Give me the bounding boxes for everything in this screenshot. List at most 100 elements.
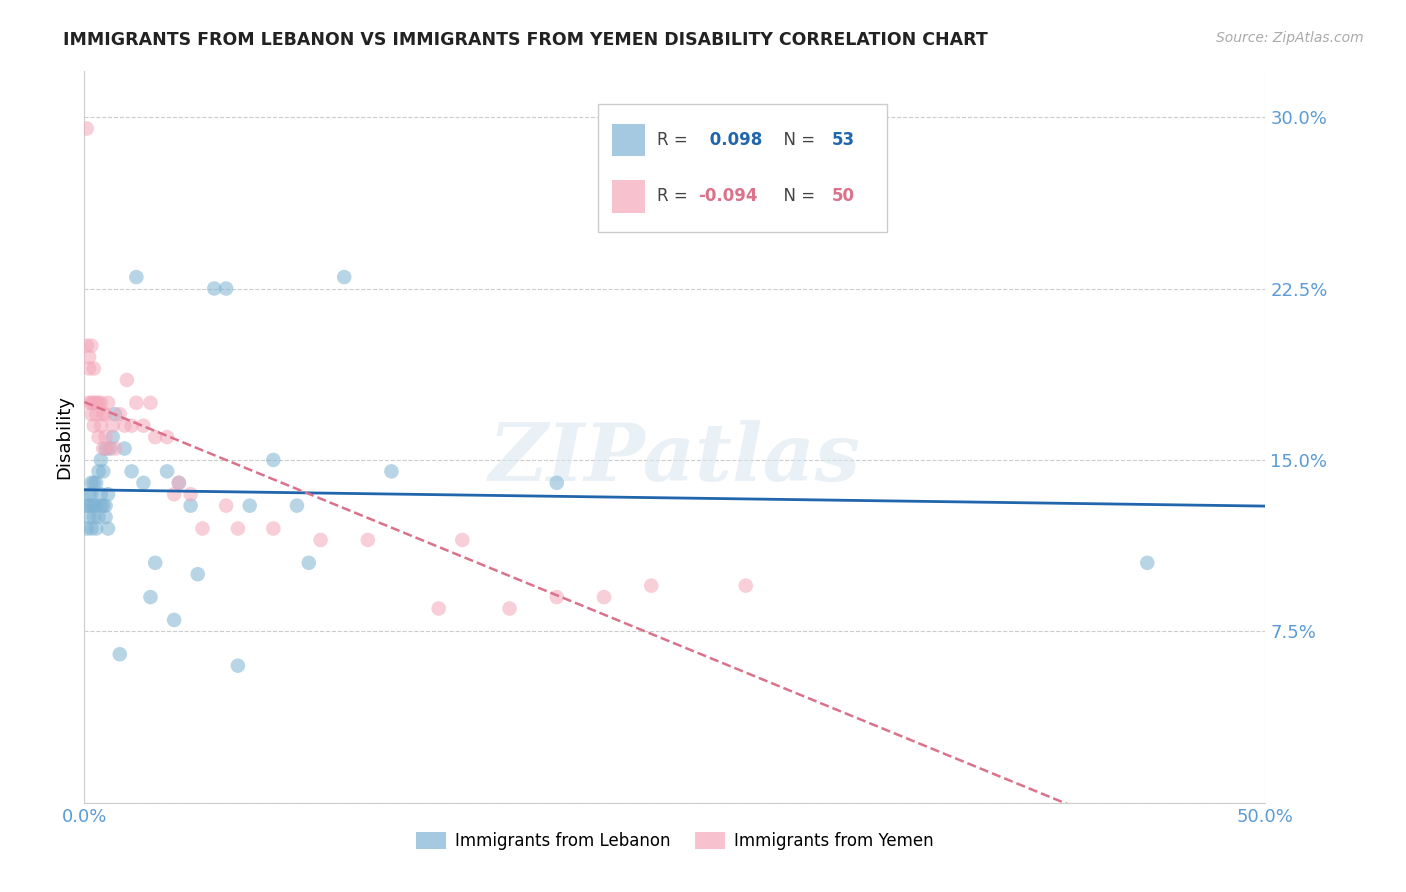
Point [132,418,155,433]
Point [94,442,117,456]
Point [125,270,148,285]
Point [451,533,474,547]
Text: 50: 50 [832,187,855,205]
Point [640,579,662,593]
Point [83,396,105,410]
Point [104,442,127,456]
Point [91,464,114,478]
Point [94,510,117,524]
Point [546,590,568,604]
Point [593,590,616,604]
Point [546,475,568,490]
Point [91,407,114,421]
Point [90,487,112,501]
Point [333,270,356,285]
Point [143,430,166,444]
Point [83,499,105,513]
Point [101,418,124,433]
Point [132,475,155,490]
Point [215,281,238,295]
Point [84,475,107,490]
Point [498,601,520,615]
Point [83,361,105,376]
Point [90,499,112,513]
Text: Source: ZipAtlas.com: Source: ZipAtlas.com [1216,31,1364,45]
Point [239,499,262,513]
Point [215,499,238,513]
Text: -0.094: -0.094 [699,187,758,205]
Point [80,475,103,490]
Point [77,499,100,513]
Point [108,407,131,421]
Point [115,373,138,387]
Point [191,521,214,535]
Point [76,338,98,352]
Point [80,499,103,513]
Point [734,579,756,593]
Point [87,464,110,478]
Point [427,601,450,615]
Point [91,499,114,513]
Point [101,430,124,444]
Point [180,487,202,501]
Point [139,590,162,604]
Point [97,396,120,410]
Point [357,533,380,547]
Point [84,499,107,513]
Bar [612,180,645,212]
Point [167,475,190,490]
Text: N =: N = [773,131,820,149]
Legend: Immigrants from Lebanon, Immigrants from Yemen: Immigrants from Lebanon, Immigrants from… [409,825,941,856]
Point [77,510,100,524]
Point [262,453,284,467]
Point [83,418,105,433]
Point [298,556,321,570]
Point [83,475,105,490]
Point [97,521,120,535]
Point [90,453,112,467]
Point [76,121,98,136]
Point [80,396,103,410]
Point [156,464,179,478]
Point [77,361,100,376]
Text: 53: 53 [832,131,855,149]
Point [80,338,103,352]
Point [108,647,131,661]
Point [77,350,100,364]
Point [77,487,100,501]
Point [1136,556,1159,570]
Point [84,396,107,410]
Point [91,442,114,456]
Point [163,613,186,627]
Point [114,442,136,456]
Point [84,521,107,535]
Point [125,396,148,410]
Text: IMMIGRANTS FROM LEBANON VS IMMIGRANTS FROM YEMEN DISABILITY CORRELATION CHART: IMMIGRANTS FROM LEBANON VS IMMIGRANTS FR… [63,31,988,49]
Bar [612,124,645,156]
Point [98,442,121,456]
Point [121,464,143,478]
Text: ZIPatlas: ZIPatlas [489,420,860,498]
Point [143,556,166,570]
Point [156,430,179,444]
Point [90,396,112,410]
Point [77,396,100,410]
Point [83,510,105,524]
Point [285,499,308,513]
Text: N =: N = [773,187,820,205]
Point [163,487,186,501]
Point [226,658,249,673]
Point [90,418,112,433]
Point [87,396,110,410]
Point [80,487,103,501]
Point [97,442,120,456]
Point [76,521,98,535]
Point [80,407,103,421]
Point [139,396,162,410]
Point [94,407,117,421]
Text: R =: R = [657,131,693,149]
Point [84,407,107,421]
Point [187,567,209,582]
Point [380,464,402,478]
Point [167,475,190,490]
